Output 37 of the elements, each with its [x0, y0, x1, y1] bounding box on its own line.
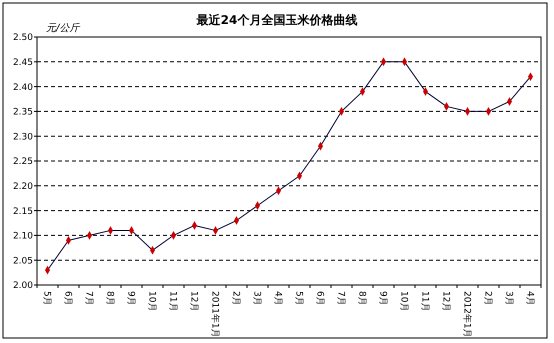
x-tick-label: 3月 [251, 291, 262, 306]
x-tick-label: 6月 [314, 291, 324, 306]
x-tick-label: 2月 [482, 291, 492, 306]
y-axis-title: 元/公斤 [46, 22, 80, 34]
x-tick-label: 4月 [272, 291, 282, 306]
x-tick-label: 8月 [104, 291, 114, 306]
y-tick-label: 2.25 [12, 157, 33, 168]
x-tick-label: 5月 [41, 291, 52, 306]
x-tick-label: 2012年1月 [461, 291, 472, 338]
x-tick-label: 2月 [230, 291, 240, 306]
y-tick-label: 2.50 [12, 33, 34, 44]
x-tick-label: 2011年1月 [209, 291, 220, 338]
x-tick-label: 7月 [83, 291, 94, 306]
x-tick-label: 10月 [146, 291, 156, 312]
y-tick-label: 2.00 [12, 281, 34, 292]
chart-title: 最近24个月全国玉米价格曲线 [196, 13, 358, 27]
x-tick-label: 12月 [188, 291, 198, 312]
x-tick-label: 7月 [335, 291, 346, 306]
y-tick-label: 2.10 [12, 232, 34, 242]
y-tick-label: 2.05 [12, 256, 33, 266]
x-tick-label: 5月 [293, 291, 304, 306]
x-tick-label: 8月 [356, 291, 366, 306]
y-tick-label: 2.15 [12, 206, 33, 217]
x-tick-label: 11月 [419, 291, 430, 312]
x-tick-label: 9月 [377, 291, 388, 306]
y-tick-label: 2.20 [12, 182, 34, 192]
x-tick-label: 6月 [62, 291, 72, 306]
x-tick-label: 3月 [503, 291, 514, 306]
y-tick-label: 2.40 [12, 82, 34, 93]
x-tick-label: 10月 [398, 291, 408, 312]
y-tick-label: 2.45 [12, 58, 33, 68]
x-tick-label: 12月 [440, 291, 450, 312]
y-tick-label: 2.35 [12, 108, 33, 118]
x-tick-label: 9月 [125, 291, 136, 306]
x-tick-label: 11月 [167, 291, 178, 312]
y-tick-label: 2.30 [12, 132, 34, 142]
x-tick-label: 4月 [524, 291, 534, 306]
